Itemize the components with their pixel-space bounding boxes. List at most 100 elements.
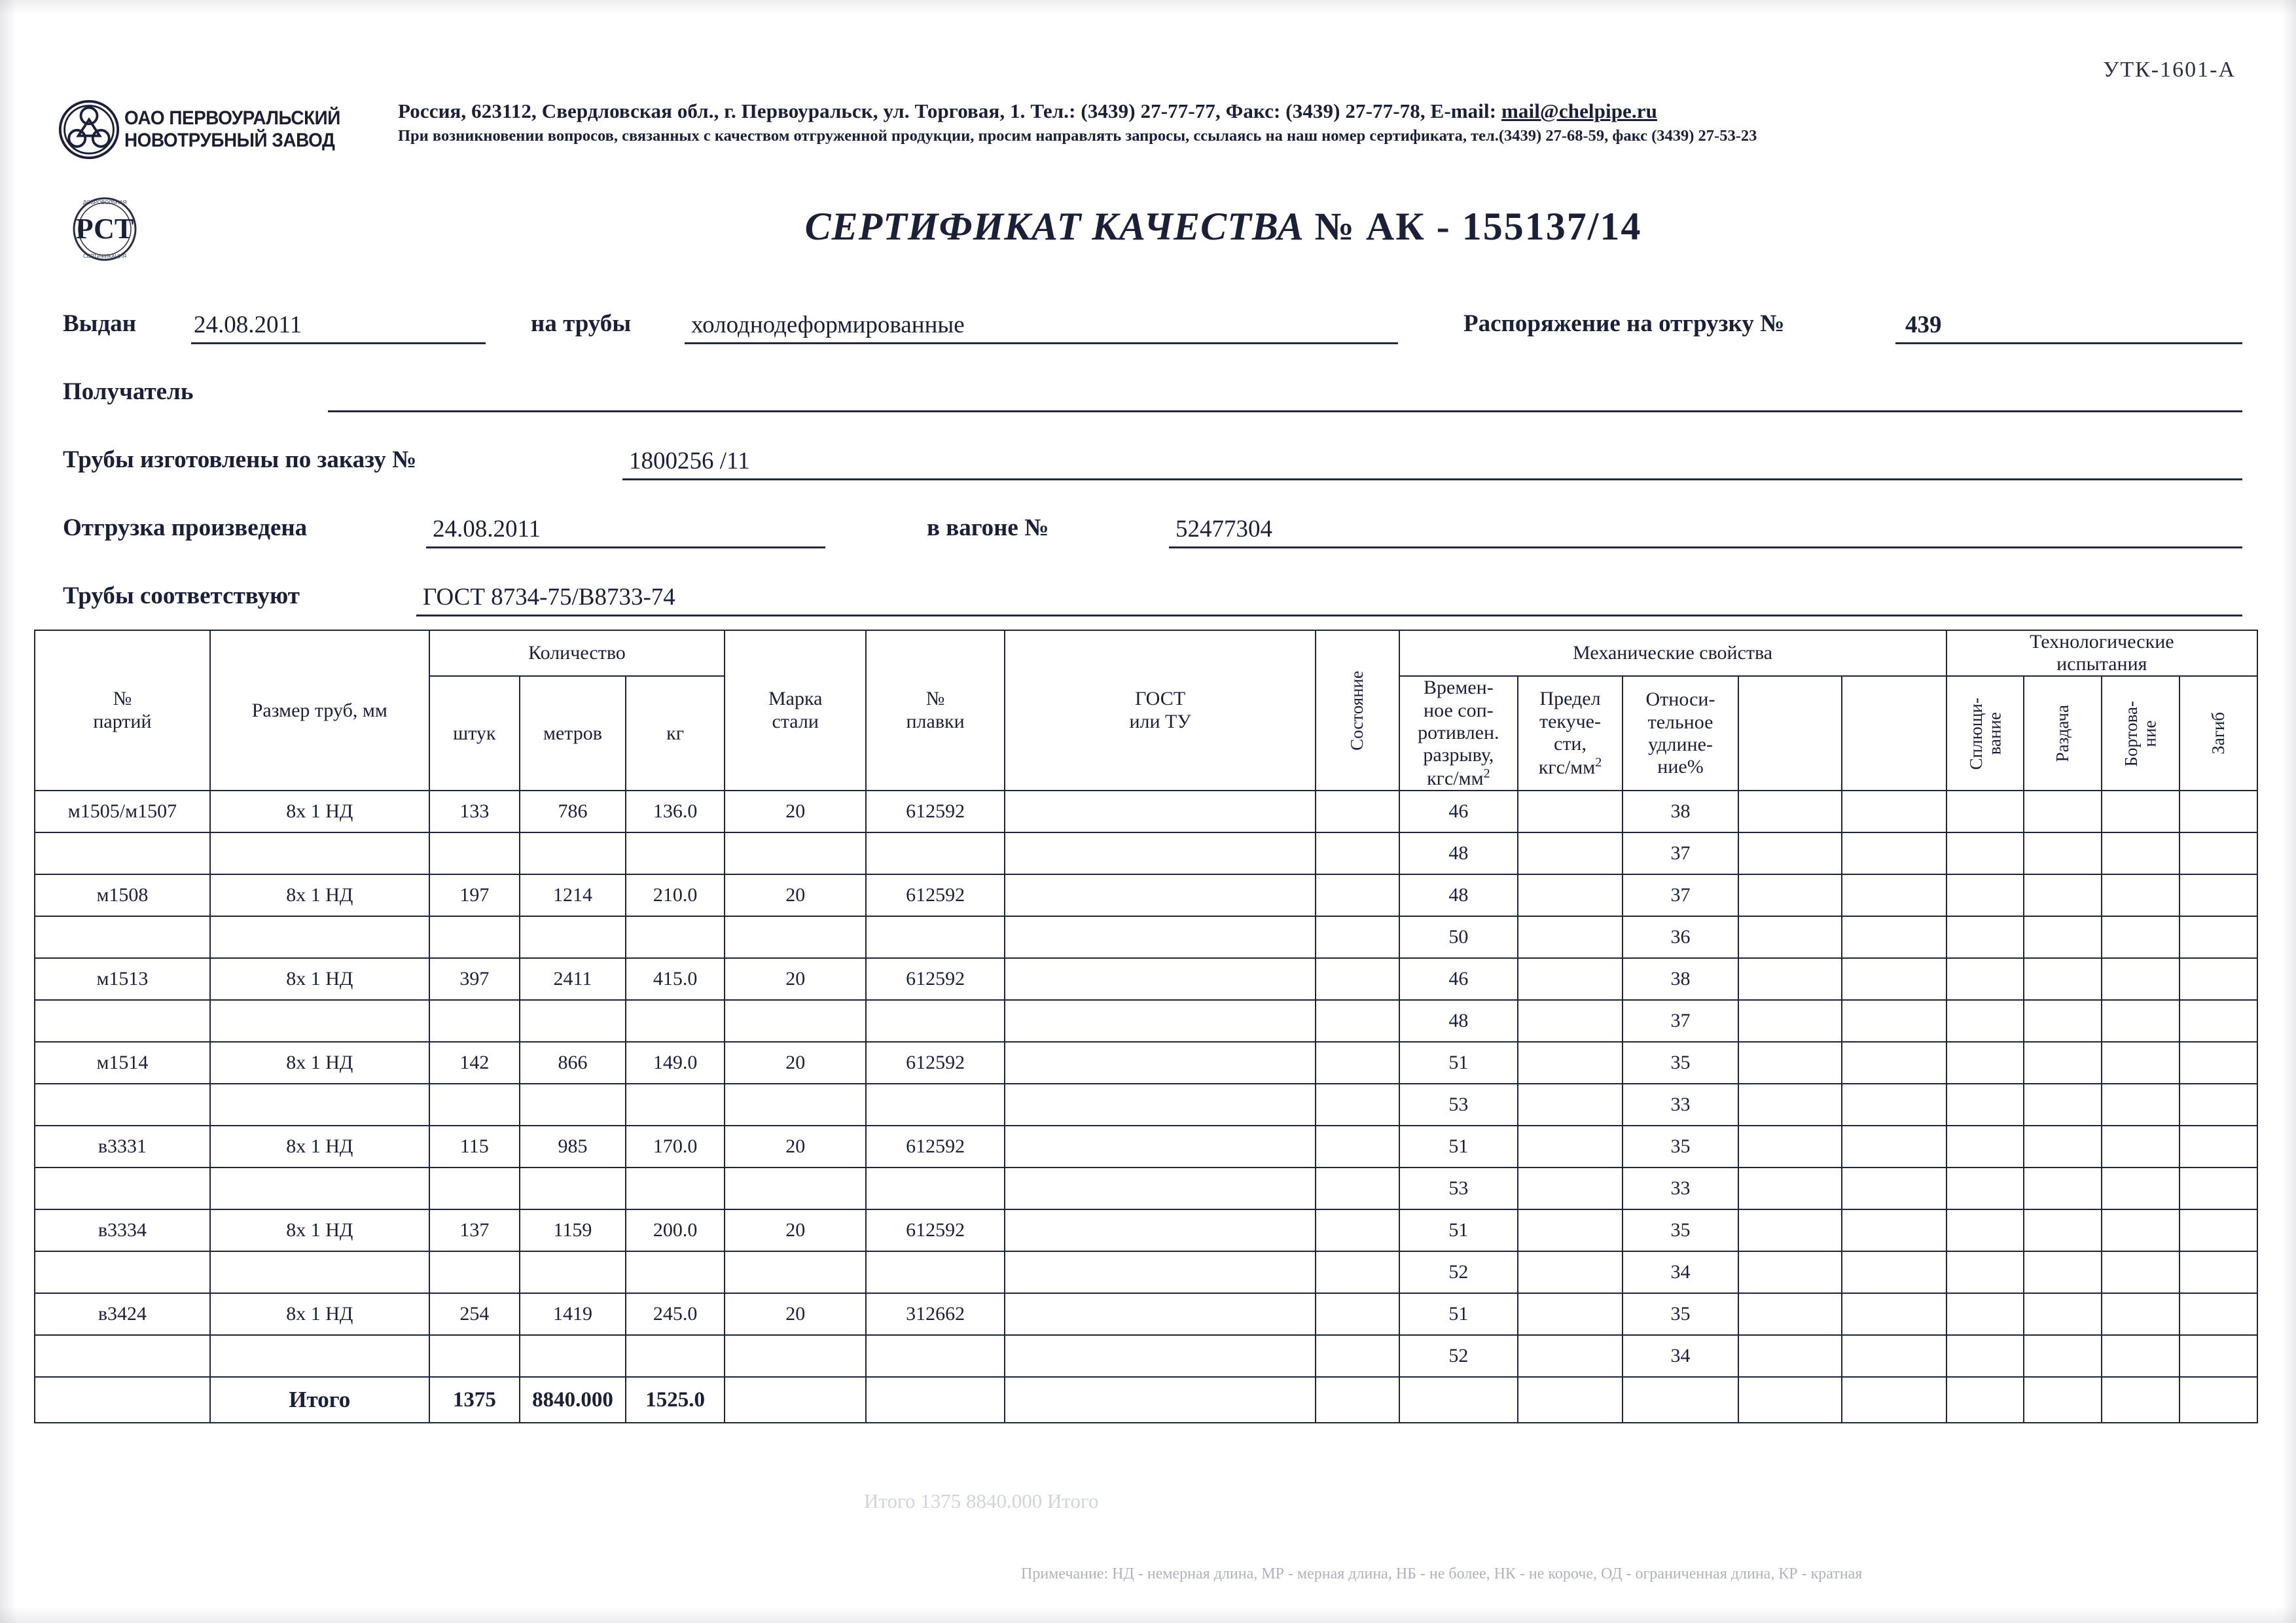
cell-tensile: 46 [1398, 957, 1519, 1001]
wagon-value[interactable]: 52477304 [1175, 516, 1272, 543]
svg-text:ДОБРОВОЛЬНАЯ: ДОБРОВОЛЬНАЯ [83, 200, 127, 205]
cell-yield [1517, 957, 1623, 1001]
cell-yield [1517, 832, 1623, 876]
table-row: 53 33 [34, 1083, 2258, 1127]
cell-mech-extra-1 [1738, 999, 1842, 1043]
cell-flanging [2101, 1167, 2181, 1211]
table-row: в3331 8х 1 НД 115 985 170.0 20 612592 51 35 [34, 1125, 2258, 1169]
cell-pipe-size [209, 1083, 430, 1127]
cell-bending [2179, 999, 2258, 1043]
cell-pieces [428, 916, 520, 959]
cell-flanging [2101, 1293, 2181, 1336]
cell-flanging [2101, 1334, 2181, 1378]
total-blank-8 [1621, 1376, 1740, 1424]
cell-bending [2179, 790, 2258, 834]
cell-meters [518, 832, 626, 876]
shipment-value[interactable]: 24.08.2011 [433, 516, 541, 543]
cell-kg [624, 1251, 726, 1294]
th-elong-l1: Относи- [1645, 688, 1715, 711]
cell-elongation: 34 [1621, 1251, 1740, 1294]
cell-yield [1517, 1083, 1623, 1127]
cell-mech-extra-2 [1840, 790, 1947, 834]
cell-steel-grade: 20 [724, 1293, 867, 1336]
ship-order-value[interactable]: 439 [1905, 312, 1942, 338]
total-blank-3 [865, 1376, 1005, 1424]
cell-bending [2179, 832, 2258, 876]
cell-mech-extra-2 [1840, 1334, 1947, 1378]
company-logo: ОАО ПЕРВОУРАЛЬСКИЙ НОВОТРУБНЫЙ ЗАВОД [58, 98, 398, 161]
cell-expansion [2023, 790, 2103, 834]
cell-flanging [2101, 1251, 2181, 1294]
th-elongation: Относи- тельное удлине- ние% [1621, 675, 1740, 792]
th-elong-l4: ние% [1657, 756, 1704, 778]
cell-flanging [2101, 1041, 2181, 1085]
conform-value[interactable]: ГОСТ 8734-75/В8733-74 [423, 584, 675, 611]
cell-flattening [1945, 999, 2025, 1043]
cell-party-no: в3334 [34, 1209, 211, 1253]
cell-mech-extra-1 [1738, 790, 1842, 834]
cell-pieces: 137 [428, 1209, 520, 1253]
total-pieces: 1375 [428, 1376, 520, 1424]
table-row: м1505/м1507 8х 1 НД 133 786 136.0 20 612592 46 3… [34, 790, 2258, 834]
total-blank-4 [1003, 1376, 1317, 1424]
cell-pieces [428, 1251, 520, 1294]
total-meters: 8840.000 [518, 1376, 626, 1424]
th-flattening-label: Сплющи-вание [1965, 697, 2005, 770]
th-yield-l3: сти, [1554, 732, 1587, 755]
cell-kg: 149.0 [624, 1041, 726, 1085]
cell-party-no [34, 1334, 211, 1378]
cell-gost [1003, 1125, 1317, 1169]
cell-condition [1315, 957, 1400, 1001]
cell-flattening [1945, 1167, 2025, 1211]
cell-bending [2179, 1041, 2258, 1085]
cell-steel-grade [724, 916, 867, 959]
cell-elongation: 34 [1621, 1334, 1740, 1378]
cell-bending [2179, 957, 2258, 1001]
total-blank-13 [2101, 1376, 2181, 1424]
cell-pipe-size: 8х 1 НД [209, 874, 430, 918]
company-logo-line1: ОАО ПЕРВОУРАЛЬСКИЙ [124, 107, 340, 130]
pipes-value[interactable]: холоднодеформированные [691, 312, 965, 338]
cell-tensile: 53 [1398, 1083, 1519, 1127]
cell-elongation: 37 [1621, 874, 1740, 918]
cell-pieces [428, 1334, 520, 1378]
conform-label: Трубы соответствуют [63, 582, 300, 609]
cell-expansion [2023, 832, 2103, 876]
cell-heat-no: 612592 [865, 957, 1005, 1001]
cell-party-no [34, 1251, 211, 1294]
cell-mech-extra-2 [1840, 832, 1947, 876]
cell-heat-no [865, 1083, 1005, 1127]
th-tech-tests-l2: испытания [2056, 653, 2147, 675]
th-flanging-label: Бортова-ние [2121, 700, 2160, 767]
company-logo-text: ОАО ПЕРВОУРАЛЬСКИЙ НОВОТРУБНЫЙ ЗАВОД [124, 107, 340, 151]
th-elong-l2: тельное [1647, 711, 1713, 733]
cell-mech-extra-1 [1738, 874, 1842, 918]
cell-bending [2179, 1083, 2258, 1127]
cell-mech-extra-1 [1738, 832, 1842, 876]
cell-flattening [1945, 1251, 2025, 1294]
shipment-label: Отгрузка произведена [63, 514, 308, 541]
total-label: Итого [289, 1387, 351, 1413]
company-logo-line2: НОВОТРУБНЫЙ ЗАВОД [124, 130, 335, 151]
cell-steel-grade: 20 [724, 874, 867, 918]
cell-pieces: 133 [428, 790, 520, 834]
cell-mech-extra-1 [1738, 1083, 1842, 1127]
cell-tensile: 52 [1398, 1334, 1519, 1378]
cell-condition [1315, 1041, 1400, 1085]
order-value[interactable]: 1800256 /11 [629, 448, 750, 474]
cell-bending [2179, 1167, 2258, 1211]
th-tensile-sup: 2 [1483, 766, 1490, 781]
order-label: Трубы изготовлены по заказу № [63, 446, 417, 473]
cell-heat-no [865, 999, 1005, 1043]
cell-pieces [428, 999, 520, 1043]
cell-kg: 415.0 [624, 957, 726, 1001]
cell-bending [2179, 1125, 2258, 1169]
issued-value[interactable]: 24.08.2011 [194, 312, 302, 338]
th-yield-sup: 2 [1595, 755, 1602, 770]
th-expansion: Раздача [2023, 675, 2103, 792]
cell-condition [1315, 1209, 1400, 1253]
company-email-link[interactable]: mail@chelpipe.ru [1501, 99, 1657, 122]
cell-kg: 245.0 [624, 1293, 726, 1336]
th-tensile-l5: кгс/мм2 [1427, 766, 1490, 790]
cell-flanging [2101, 916, 2181, 959]
